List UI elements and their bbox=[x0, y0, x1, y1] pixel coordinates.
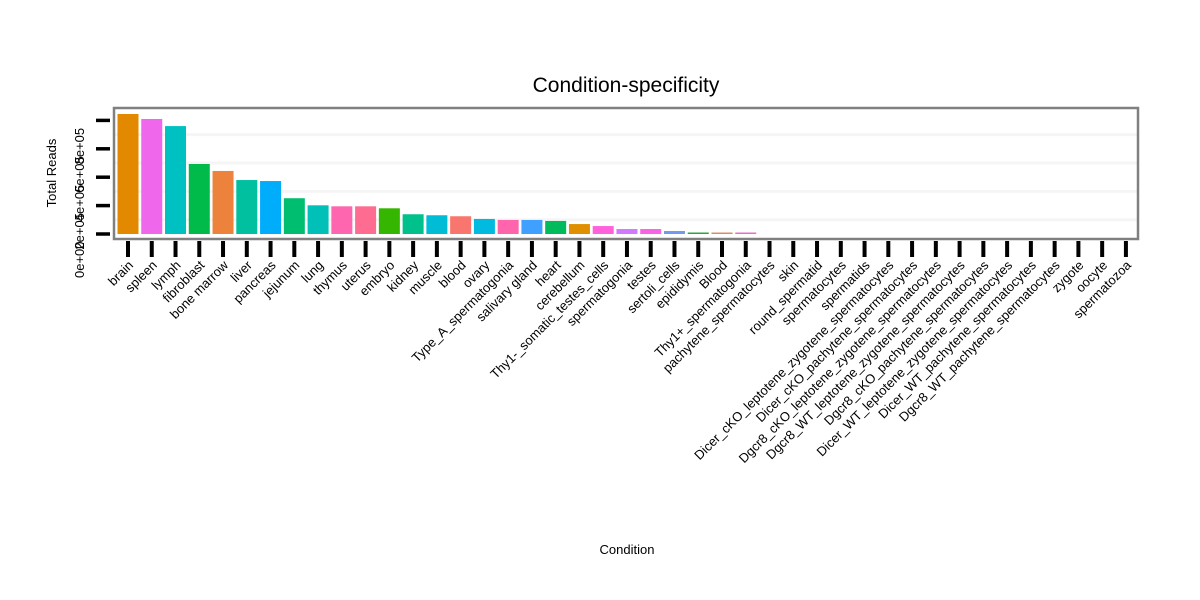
bar-embryo bbox=[378, 208, 400, 234]
y-axis-title: Total Reads bbox=[44, 138, 59, 207]
bar-brain bbox=[117, 114, 139, 234]
bar-muscle bbox=[426, 215, 448, 234]
bar-thy1-spermatogonia bbox=[735, 232, 757, 234]
bar-testes bbox=[640, 229, 662, 234]
bar-lymph bbox=[165, 126, 187, 234]
y-tick-label: 4e+05 bbox=[72, 185, 87, 222]
bar-pancreas bbox=[260, 181, 282, 234]
y-tick-label: 2e+05 bbox=[72, 213, 87, 250]
bar-fibroblast bbox=[188, 163, 210, 234]
bar-blood bbox=[711, 232, 733, 234]
panel-border bbox=[112, 106, 1140, 241]
bar-jejunum bbox=[283, 198, 305, 234]
bar-salivary-gland bbox=[521, 219, 543, 234]
y-tick-label: 0e+00 bbox=[72, 241, 87, 278]
y-tick-label: 8e+05 bbox=[72, 128, 87, 165]
chart-title: Condition-specificity bbox=[533, 74, 720, 97]
y-tick-label: 6e+05 bbox=[72, 156, 87, 193]
bar-heart bbox=[545, 220, 567, 234]
bar-sertoli-cells bbox=[663, 231, 685, 234]
x-axis-title: Condition bbox=[600, 542, 655, 557]
bar-thy1-somatic-testes-cells bbox=[592, 226, 614, 234]
bar-lung bbox=[307, 205, 329, 234]
bar-uterus bbox=[355, 206, 377, 234]
bar-type-a-spermatogonia bbox=[497, 219, 519, 234]
bar-bone-marrow bbox=[212, 170, 234, 234]
bar-epididymis bbox=[687, 232, 709, 234]
bar-liver bbox=[236, 180, 258, 234]
bar-spermatogonia bbox=[616, 229, 638, 234]
bar-thymus bbox=[331, 206, 353, 234]
bar-blood bbox=[450, 216, 472, 234]
bar-spleen bbox=[141, 118, 163, 234]
plot-panel bbox=[112, 106, 1140, 241]
bar-ovary bbox=[473, 218, 495, 234]
bar-cerebellum bbox=[568, 224, 590, 234]
bar-kidney bbox=[402, 214, 424, 234]
